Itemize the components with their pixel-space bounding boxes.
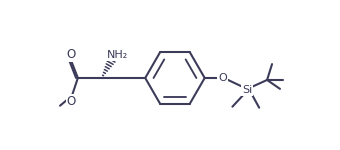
- Text: NH₂: NH₂: [107, 50, 128, 60]
- Text: O: O: [67, 95, 76, 108]
- Text: O: O: [218, 73, 227, 83]
- Text: O: O: [66, 48, 75, 61]
- Text: Si: Si: [242, 85, 252, 95]
